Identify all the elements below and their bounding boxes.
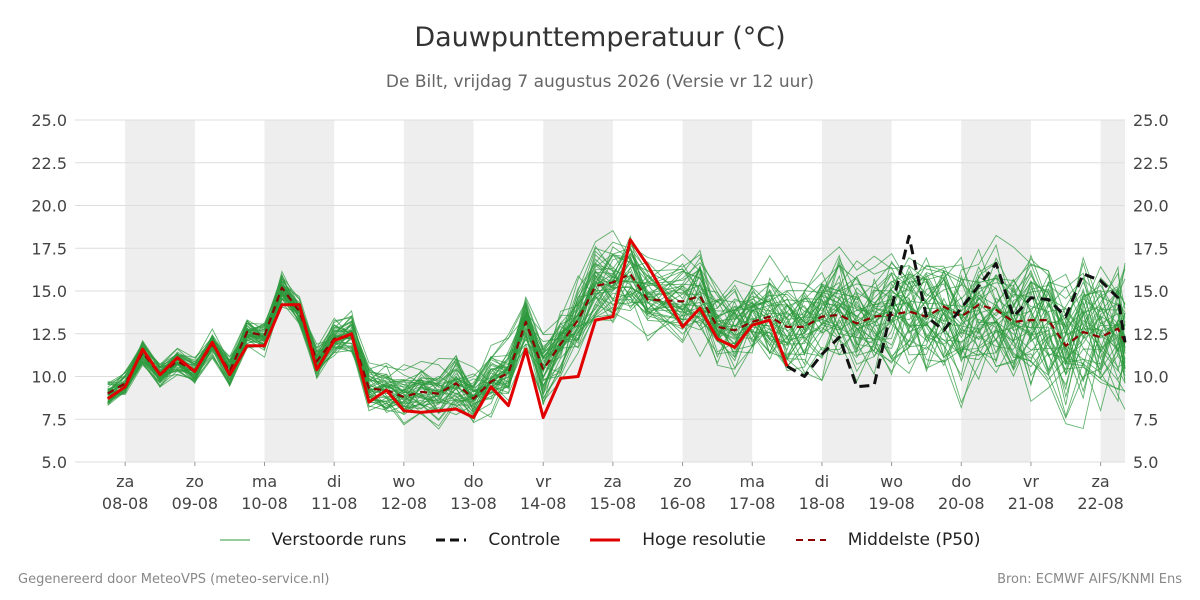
ensemble-run-line: [107, 229, 1126, 394]
y-tick-label-right: 7.5: [1133, 410, 1158, 429]
x-tick-date: 10-08: [241, 494, 288, 513]
x-tick-day: zo: [186, 472, 204, 491]
x-tick-day: za: [1092, 472, 1110, 491]
y-tick-label-left: 20.0: [31, 197, 67, 216]
y-tick-label-left: 25.0: [31, 111, 67, 130]
ensemble-run-line: [107, 270, 1126, 409]
x-tick-date: 17-08: [729, 494, 776, 513]
legend-item-ensemble: Verstoorde runs: [219, 530, 407, 550]
legend-label-control: Controle: [488, 530, 561, 550]
y-tick-label-right: 10.0: [1133, 368, 1169, 387]
x-tick-date: 11-08: [311, 494, 358, 513]
y-axis-left: 5.0 7.5 10.0 12.5 15.0 17.5 20.0 22.5 25.0: [31, 111, 67, 472]
x-tick-day: vr: [1023, 472, 1039, 491]
median-line: [107, 272, 1126, 400]
x-tick-day: do: [464, 472, 484, 491]
y-tick-label-right: 22.5: [1133, 154, 1169, 173]
chart-subtitle: De Bilt, vrijdag 7 augustus 2026 (Versie…: [385, 72, 815, 92]
x-tick-day: di: [815, 472, 830, 491]
legend-item-median: Middelste (P50): [795, 530, 981, 550]
high-res-line: [106, 238, 789, 419]
y-tick-label-right: 17.5: [1133, 239, 1169, 258]
ensemble-run-line: [107, 289, 1126, 414]
x-tick-date: 15-08: [590, 494, 637, 513]
footer-source: Bron: ECMWF AIFS/KNMI Ens: [997, 572, 1182, 587]
ensemble-run-line: [107, 263, 1126, 414]
x-tick-date: 16-08: [659, 494, 706, 513]
legend-swatch-high-res: [590, 538, 621, 542]
x-axis: za 08-08 zo 09-08 ma 10-08 di 11-08 wo 12-08 do 13-…: [102, 462, 1124, 513]
legend-item-high-res: Hoge resolutie: [590, 530, 766, 550]
x-tick-day: wo: [392, 472, 415, 491]
x-tick-day: za: [604, 472, 622, 491]
x-tick-date: 14-08: [520, 494, 567, 513]
x-tick-date: 13-08: [450, 494, 497, 513]
x-tick-date: 22-08: [1077, 494, 1124, 513]
y-tick-label-left: 12.5: [31, 325, 67, 344]
legend-swatch-ensemble: [219, 539, 250, 541]
x-tick-day: ma: [740, 472, 765, 491]
legend-swatch-median: [795, 539, 826, 541]
y-tick-label-left: 22.5: [31, 154, 67, 173]
x-tick-day: wo: [880, 472, 903, 491]
x-tick-date: 08-08: [102, 494, 149, 513]
legend-label-high-res: Hoge resolutie: [642, 530, 766, 550]
main-series: [106, 234, 1127, 419]
y-tick-label-left: 10.0: [31, 368, 67, 387]
x-tick-date: 21-08: [1008, 494, 1055, 513]
legend: Verstoorde runs Controle Hoge resolutie …: [0, 530, 1200, 550]
x-tick-day: do: [951, 472, 971, 491]
legend-swatch-control: [436, 538, 467, 542]
footer-credit: Gegenereerd door MeteoVPS (meteo-service…: [18, 572, 330, 587]
y-tick-label-right: 15.0: [1133, 282, 1169, 301]
legend-label-ensemble: Verstoorde runs: [271, 530, 407, 550]
y-tick-label-left: 7.5: [42, 410, 67, 429]
x-tick-day: vr: [535, 472, 551, 491]
x-tick-date: 20-08: [938, 494, 985, 513]
y-tick-label-right: 12.5: [1133, 325, 1169, 344]
y-tick-label-right: 25.0: [1133, 111, 1169, 130]
y-tick-label-left: 5.0: [42, 453, 67, 472]
y-axis-right: 5.0 7.5 10.0 12.5 15.0 17.5 20.0 22.5 25.0: [1133, 111, 1169, 472]
x-tick-day: di: [327, 472, 342, 491]
legend-label-median: Middelste (P50): [847, 530, 981, 550]
y-tick-label-right: 20.0: [1133, 197, 1169, 216]
x-tick-date: 09-08: [172, 494, 219, 513]
chart-title: Dauwpunttemperatuur (°C): [414, 22, 786, 53]
x-tick-day: za: [116, 472, 134, 491]
ensemble-run-line: [107, 275, 1126, 419]
y-tick-label-left: 17.5: [31, 239, 67, 258]
x-tick-date: 12-08: [381, 494, 428, 513]
x-tick-date: 19-08: [868, 494, 915, 513]
ensemble-run-line: [107, 245, 1126, 408]
y-tick-label-left: 15.0: [31, 282, 67, 301]
x-tick-day: zo: [673, 472, 691, 491]
x-tick-day: ma: [252, 472, 277, 491]
ensemble-run-line: [107, 245, 1126, 402]
legend-item-control: Controle: [436, 530, 560, 550]
x-tick-date: 18-08: [799, 494, 846, 513]
y-tick-label-right: 5.0: [1133, 453, 1158, 472]
